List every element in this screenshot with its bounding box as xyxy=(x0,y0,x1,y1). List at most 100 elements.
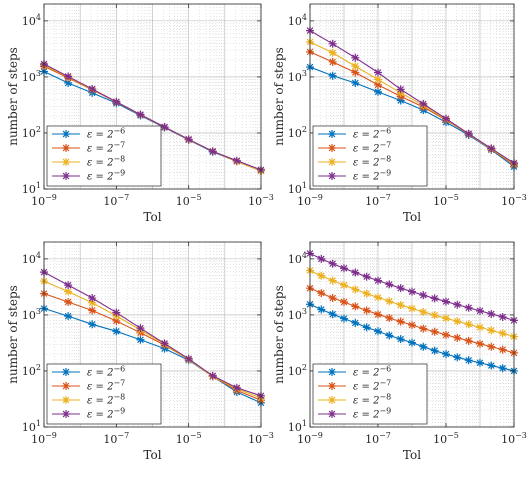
data-point xyxy=(396,96,405,105)
data-point xyxy=(351,62,360,71)
data-point xyxy=(487,309,496,318)
data-point xyxy=(328,294,337,303)
data-point xyxy=(340,297,348,306)
y-tick-label: 101 xyxy=(22,181,41,196)
legend-item: ε = 2−8 xyxy=(52,155,125,169)
data-point xyxy=(374,75,382,84)
data-point xyxy=(374,80,382,89)
data-point xyxy=(476,323,484,332)
legend-marker xyxy=(62,368,70,376)
legend-item: ε = 2−8 xyxy=(52,393,125,407)
data-point xyxy=(208,371,217,380)
legend-marker xyxy=(328,382,336,390)
data-point xyxy=(112,327,121,336)
legend-marker xyxy=(328,130,336,138)
data-point xyxy=(408,287,416,296)
y-tick-label: 103 xyxy=(288,69,307,84)
legend-label: ε = 2−7 xyxy=(87,141,125,155)
data-point xyxy=(184,135,193,144)
legend-item: ε = 2−9 xyxy=(318,407,391,421)
grid xyxy=(43,4,262,190)
data-point xyxy=(453,333,462,342)
y-tick-label: 104 xyxy=(22,251,41,266)
data-point xyxy=(64,72,73,81)
y-tick-label: 101 xyxy=(22,419,41,434)
data-point xyxy=(374,327,382,336)
axes-box xyxy=(309,3,515,190)
x-axis-label: Tol xyxy=(403,210,421,224)
data-point xyxy=(464,320,473,329)
data-point xyxy=(317,254,326,263)
legend-label: ε = 2−6 xyxy=(353,365,391,379)
y-axis-label: number of steps xyxy=(6,285,20,384)
data-point xyxy=(442,330,450,339)
data-point xyxy=(464,129,473,138)
data-point xyxy=(419,324,428,333)
data-point xyxy=(442,314,450,323)
legend-label: ε = 2−6 xyxy=(353,127,391,141)
data-point xyxy=(328,310,337,319)
data-point xyxy=(88,84,97,93)
data-point xyxy=(88,294,97,303)
legend: ε = 2−6ε = 2−7ε = 2−8ε = 2−9 xyxy=(312,125,428,187)
data-point xyxy=(374,293,382,302)
data-point xyxy=(362,289,371,298)
data-point xyxy=(351,53,360,62)
data-point xyxy=(340,264,348,273)
data-point xyxy=(88,298,97,307)
x-tick-label: 10−7 xyxy=(103,193,129,208)
legend-label: ε = 2−9 xyxy=(353,407,391,421)
y-tick-label: 103 xyxy=(22,307,41,322)
y-tick-label: 101 xyxy=(288,181,307,196)
legend-label: ε = 2−7 xyxy=(353,141,391,155)
data-point xyxy=(328,276,337,285)
legend-marker xyxy=(62,382,70,390)
series-line xyxy=(309,30,515,164)
data-point xyxy=(408,304,416,313)
x-tick-label: 10−3 xyxy=(501,431,527,446)
data-point xyxy=(487,326,496,335)
data-point xyxy=(328,71,337,80)
y-axis-label: number of steps xyxy=(272,47,286,146)
legend-item: ε = 2−8 xyxy=(318,393,391,407)
legend-item: ε = 2−7 xyxy=(52,379,125,393)
data-point xyxy=(64,281,73,290)
chart-panel-1: 10−9 10−7 10−5 10−3 101 102 103 104 Tol number of… xyxy=(6,3,274,224)
data-point xyxy=(498,345,507,354)
data-point xyxy=(160,339,169,348)
data-point xyxy=(408,321,416,330)
legend-item: ε = 2−7 xyxy=(318,141,391,155)
x-tick-label: 10−7 xyxy=(103,431,129,446)
legend-label: ε = 2−8 xyxy=(353,393,391,407)
data-point xyxy=(385,314,394,323)
data-point xyxy=(430,327,439,336)
data-point xyxy=(351,68,360,77)
data-point xyxy=(442,350,450,359)
y-tick-label: 104 xyxy=(22,13,41,28)
data-point xyxy=(430,311,439,320)
data-point xyxy=(64,78,73,87)
legend-label: ε = 2−7 xyxy=(87,379,125,393)
y-tick-label: 102 xyxy=(22,125,41,140)
data-point xyxy=(385,331,394,340)
data-point xyxy=(88,320,97,329)
legend-label: ε = 2−8 xyxy=(353,155,391,169)
legend-marker xyxy=(62,130,70,138)
data-point xyxy=(374,68,382,77)
legend-item: ε = 2−6 xyxy=(52,365,125,379)
data-point xyxy=(340,281,348,290)
legend-marker xyxy=(62,396,70,404)
data-point xyxy=(396,317,405,326)
x-tick-label: 10−5 xyxy=(433,193,459,208)
data-point xyxy=(64,297,73,306)
series-4 xyxy=(40,268,265,400)
x-tick-label: 10−3 xyxy=(248,193,274,208)
legend-item: ε = 2−9 xyxy=(52,407,125,421)
y-tick-label: 104 xyxy=(288,251,307,266)
data-point xyxy=(476,358,484,367)
series-line xyxy=(43,280,262,399)
legend-marker xyxy=(328,368,336,376)
legend-item: ε = 2−7 xyxy=(52,141,125,155)
x-tick-label: 10−7 xyxy=(365,431,391,446)
